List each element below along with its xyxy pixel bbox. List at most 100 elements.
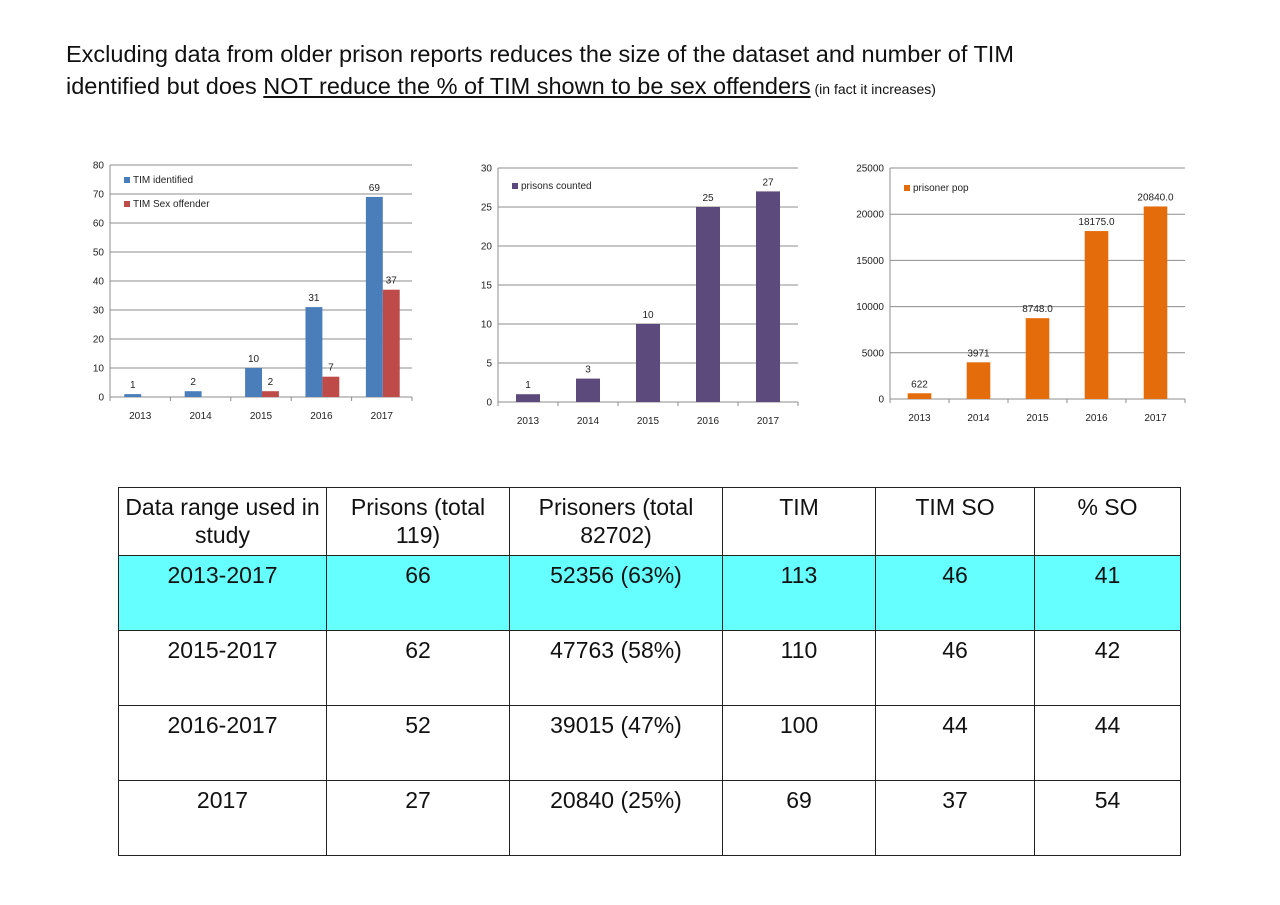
legend-swatch	[512, 183, 518, 189]
y-tick-label: 10	[93, 364, 105, 375]
data-label: 3	[585, 365, 591, 376]
y-tick-label: 15000	[856, 256, 884, 267]
data-label: 25	[702, 193, 714, 204]
chart-prisoner-pop-svg: 0 5000 10000 15000 20000 25000 2013 2014 2015 201…	[856, 164, 1186, 424]
table-cell: 52356 (63%)	[509, 555, 723, 631]
bar	[966, 362, 991, 399]
y-tick-label: 50	[93, 248, 105, 259]
y-tick-label: 25	[481, 203, 493, 214]
table-cell: 110	[722, 630, 876, 706]
table-cell: 2016-2017	[118, 705, 327, 781]
table-cell: 46	[875, 630, 1035, 706]
x-tick-label: 2013	[129, 411, 152, 422]
table-header-row: Data range used in study Prisons (total …	[118, 487, 1181, 556]
data-label: 27	[762, 177, 774, 188]
y-tick-label: 80	[93, 161, 105, 172]
table-row-highlighted: 2013-2017 66 52356 (63%) 113 46 41	[118, 555, 1181, 631]
x-tick-label: 2015	[250, 411, 273, 422]
legend-label: TIM Sex offender	[133, 199, 210, 210]
column-header: Data range used in study	[118, 487, 327, 556]
y-tick-label: 25000	[856, 164, 884, 175]
title-note: (in fact it increases)	[810, 81, 936, 97]
bar	[1084, 231, 1109, 399]
data-label: 20840.0	[1137, 192, 1174, 203]
bar	[262, 391, 279, 397]
table-cell: 66	[326, 555, 510, 631]
x-tick-label: 2017	[1144, 413, 1167, 424]
y-tick-label: 10000	[856, 302, 884, 313]
y-tick-label: 0	[98, 393, 104, 404]
title-line-1: Excluding data from older prison reports…	[66, 41, 1014, 67]
column-header: TIM SO	[875, 487, 1035, 556]
table-cell: 44	[1034, 705, 1181, 781]
legend-label: TIM identified	[133, 175, 193, 186]
table-cell: 2013-2017	[118, 555, 327, 631]
bar	[322, 376, 340, 397]
x-tick-label: 2014	[967, 413, 990, 424]
x-tick-label: 2014	[577, 416, 600, 427]
column-header: % SO	[1034, 487, 1181, 556]
table-cell: 20840 (25%)	[509, 780, 723, 856]
page-title: Excluding data from older prison reports…	[66, 38, 1246, 105]
table-cell: 113	[722, 555, 876, 631]
bar	[124, 394, 142, 397]
table-cell: 62	[326, 630, 510, 706]
data-label: 69	[369, 183, 381, 194]
chart-tim-svg: 0 10 20 30 40 50 60 70 80 2013 2014 2015 2016 2017 1 2 1…	[93, 161, 413, 422]
table-cell: 52	[326, 705, 510, 781]
y-tick-label: 15	[481, 281, 493, 292]
y-tick-label: 30	[481, 164, 493, 175]
legend-label: prisoner pop	[913, 183, 969, 194]
data-label: 37	[386, 276, 398, 287]
y-tick-label: 20000	[856, 210, 884, 221]
chart-prisons: 0 5 10 15 20 25 30 2013 2014 2015 2016 2017 1 3 10 25 27…	[458, 158, 808, 438]
y-tick-label: 0	[878, 395, 884, 406]
table-cell: 46	[875, 555, 1035, 631]
x-tick-label: 2015	[1026, 413, 1049, 424]
table-cell: 2015-2017	[118, 630, 327, 706]
legend-swatch	[904, 185, 910, 191]
data-label: 7	[328, 363, 334, 374]
bar	[907, 393, 932, 399]
bar	[756, 191, 780, 402]
data-label: 10	[248, 354, 260, 365]
table-cell: 27	[326, 780, 510, 856]
column-header: Prisons (total 119)	[326, 487, 510, 556]
y-tick-label: 20	[93, 335, 105, 346]
bar	[382, 289, 400, 397]
table-row: 2015-2017 62 47763 (58%) 110 46 42	[118, 630, 1181, 706]
bar	[516, 394, 540, 402]
x-tick-label: 2016	[1085, 413, 1108, 424]
bar	[576, 378, 600, 402]
table-row: 2016-2017 52 39015 (47%) 100 44 44	[118, 705, 1181, 781]
table-cell: 2017	[118, 780, 327, 856]
bar	[696, 207, 720, 402]
chart-prisons-svg: 0 5 10 15 20 25 30 2013 2014 2015 2016 2017 1 3 10 25 27…	[481, 164, 799, 427]
x-tick-label: 2015	[637, 416, 660, 427]
data-label: 622	[911, 379, 928, 390]
y-tick-label: 40	[93, 277, 105, 288]
title-line-2: identified but does NOT reduce the % of …	[66, 70, 1246, 105]
bar	[184, 391, 202, 397]
table-cell: 37	[875, 780, 1035, 856]
chart-prisoner-pop: 0 5000 10000 15000 20000 25000 2013 2014 2015 201…	[840, 158, 1195, 438]
bar	[365, 196, 383, 397]
x-tick-label: 2014	[189, 411, 212, 422]
table-cell: 44	[875, 705, 1035, 781]
data-label: 2	[268, 377, 274, 388]
data-label: 8748.0	[1022, 304, 1053, 315]
chart-tim: 0 10 20 30 40 50 60 70 80 2013 2014 2015 2016 2017 1 2 1…	[72, 155, 422, 435]
table-cell: 100	[722, 705, 876, 781]
y-tick-label: 10	[481, 320, 493, 331]
table-cell: 41	[1034, 555, 1181, 631]
data-label: 3971	[967, 348, 990, 359]
table-cell: 54	[1034, 780, 1181, 856]
legend-swatch	[124, 177, 130, 183]
table-row: 2017 27 20840 (25%) 69 37 54	[118, 780, 1181, 856]
x-tick-label: 2017	[371, 411, 394, 422]
data-label: 1	[525, 380, 531, 391]
y-tick-label: 30	[93, 306, 105, 317]
title-line-2-start: identified but does	[66, 73, 264, 99]
bar	[305, 307, 323, 397]
column-header: Prisoners (total 82702)	[509, 487, 723, 556]
